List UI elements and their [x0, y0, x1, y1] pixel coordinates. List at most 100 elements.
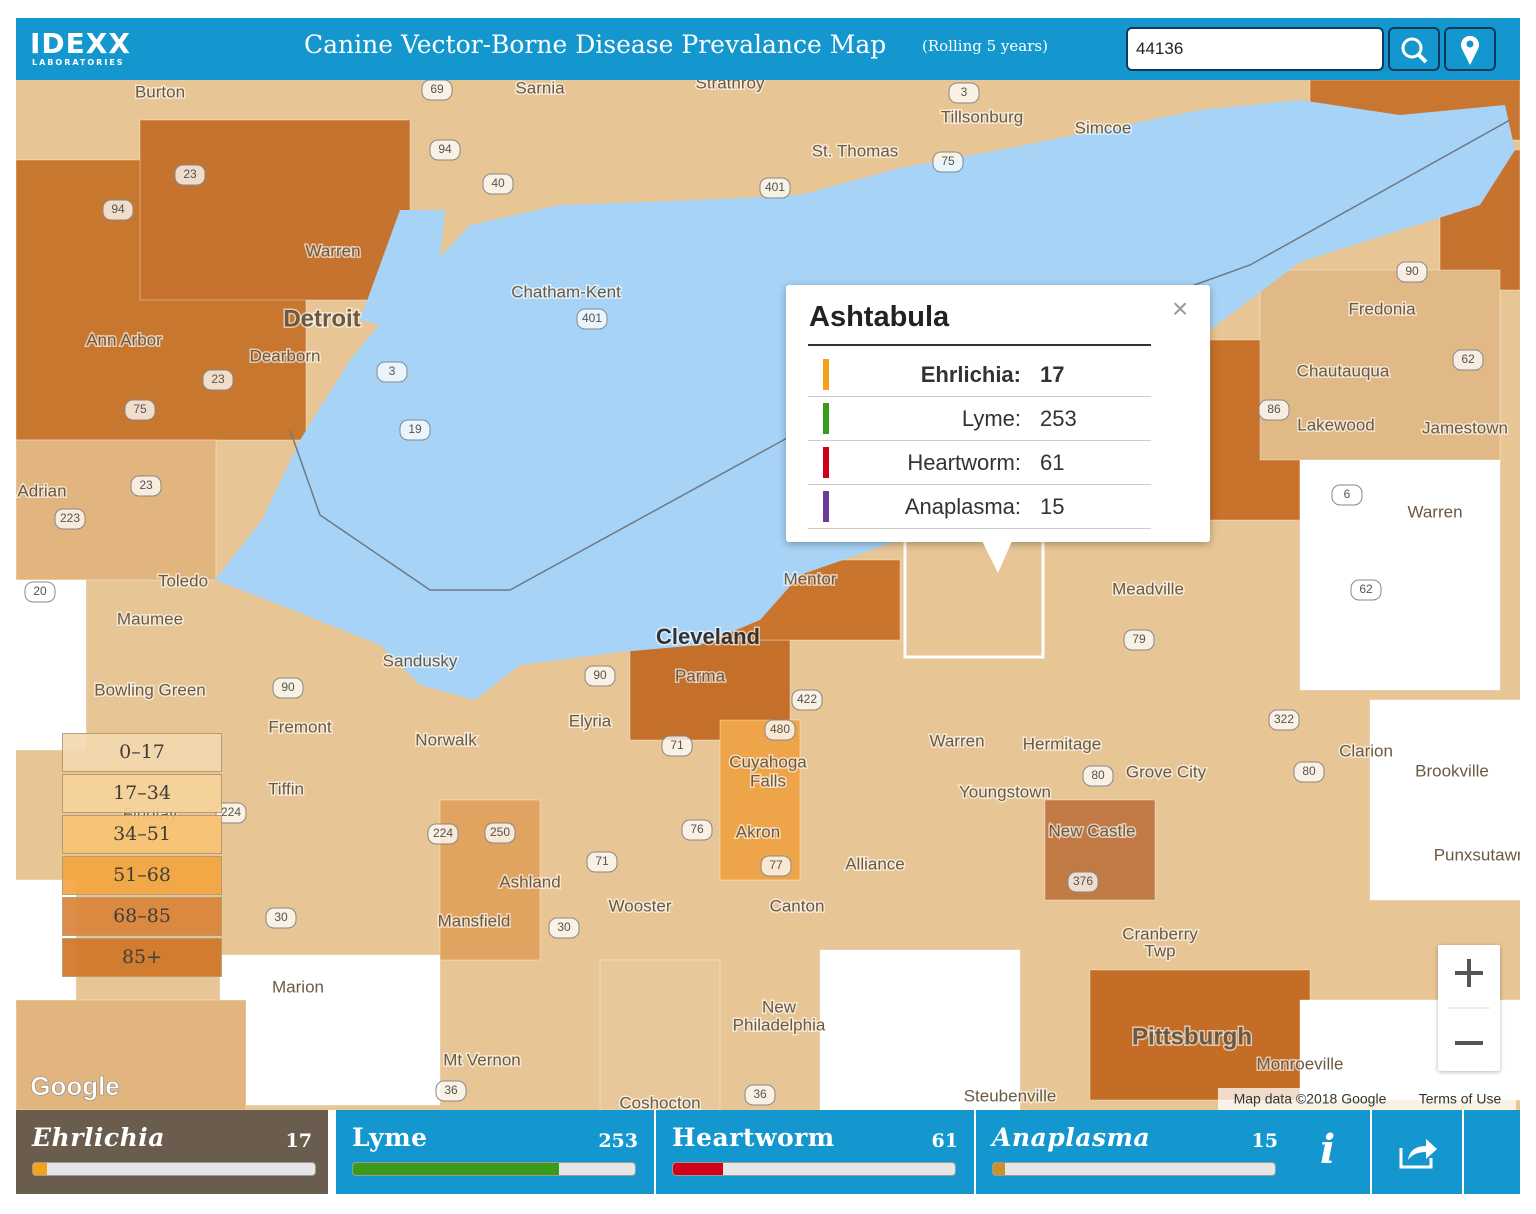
search-button[interactable]	[1388, 27, 1440, 71]
place-label: Fredonia	[1348, 299, 1416, 318]
legend-item: 34–51	[62, 815, 222, 854]
tab-name: Lyme	[352, 1123, 428, 1152]
zoom-control	[1438, 945, 1500, 1071]
popup-close[interactable]: ×	[1172, 293, 1189, 324]
road-shield	[681, 819, 713, 841]
tab-track	[672, 1162, 956, 1176]
zoom-in[interactable]	[1455, 959, 1483, 987]
place-label: Cuyahoga	[729, 752, 807, 771]
locate-button[interactable]	[1444, 27, 1496, 71]
road-number: 90	[593, 668, 607, 682]
place-label: Adrian	[17, 481, 66, 500]
road-number: 62	[1359, 582, 1373, 596]
subtitle: (Rolling 5 years)	[922, 37, 1048, 55]
legend-item: 51–68	[62, 856, 222, 895]
road-shield	[1082, 765, 1114, 787]
road-shield	[54, 508, 86, 530]
tab-value: 253	[598, 1130, 638, 1152]
info-icon: i	[1320, 1126, 1336, 1173]
search-input[interactable]: 44136	[1126, 27, 1384, 71]
disease-tab[interactable]: Ehrlichia 17	[16, 1110, 328, 1194]
road-shield	[435, 1080, 467, 1102]
road-number: 3	[389, 364, 396, 378]
disease-tab[interactable]: Heartworm 61	[656, 1110, 974, 1194]
road-shield	[584, 665, 616, 687]
legend: 0–17 17–34 34–51 51–68 68–85 85+	[62, 733, 222, 979]
place-label: Burton	[135, 82, 185, 101]
legend-item: 68–85	[62, 897, 222, 936]
disease-tab[interactable]: Lyme 253	[336, 1110, 654, 1194]
row-value: 15	[1040, 494, 1065, 519]
road-shield	[1331, 484, 1363, 506]
border-line	[289, 119, 1511, 591]
road-number: 40	[491, 176, 505, 190]
place-label: Brookville	[1415, 761, 1489, 780]
road-shield	[1452, 349, 1484, 371]
popup: Ashtabula × Ehrlichia: 17 Lyme: 253 Heartwor…	[786, 285, 1210, 573]
legend-item: 17–34	[62, 774, 222, 813]
row-swatch	[823, 491, 829, 522]
place-label: Falls	[750, 771, 786, 790]
road-shield	[24, 581, 56, 603]
pin-icon	[1461, 35, 1479, 65]
place-label: Coshocton	[619, 1093, 700, 1110]
tab-bar	[353, 1163, 560, 1175]
map[interactable]: Burton Sarnia Strathroy Tillsonburg Simcoe St…	[16, 80, 1520, 1110]
place-label: Philadelphia	[733, 1015, 826, 1034]
road-shield	[764, 719, 796, 741]
place-label: Toledo	[158, 571, 208, 590]
place-label: Ashland	[499, 872, 560, 891]
place-label: Punxsutawn	[1434, 845, 1520, 864]
header: IDEXX LABORATORIES Canine Vector-Borne D…	[16, 18, 1520, 80]
row-label: Lyme:	[961, 406, 1021, 431]
popup-row: Heartworm: 61	[808, 441, 1151, 485]
road-number: 36	[444, 1083, 458, 1097]
road-number: 20	[33, 584, 47, 598]
attribution-bg	[1218, 1088, 1516, 1110]
terms-link[interactable]: Terms of Use	[1419, 1091, 1502, 1107]
tab-track	[32, 1162, 316, 1176]
zoom-icons	[1448, 959, 1490, 1045]
row-label: Ehrlichia:	[920, 362, 1021, 387]
road-number: 250	[490, 825, 510, 839]
popup-title: Ashtabula	[809, 301, 950, 333]
road-number: 62	[1461, 352, 1475, 366]
place-label: Sarnia	[515, 80, 565, 97]
place-label: Dearborn	[250, 346, 321, 365]
tab-track	[992, 1162, 1276, 1176]
tab-track	[352, 1162, 636, 1176]
road-number: 23	[139, 478, 153, 492]
place-label: Steubenville	[964, 1086, 1057, 1105]
row-value: 61	[1040, 450, 1065, 475]
road-shield	[130, 475, 162, 497]
road-number: 94	[438, 142, 452, 156]
place-label: Mentor	[784, 569, 837, 588]
place-label: Chatham-Kent	[511, 282, 621, 301]
place-label: Warren	[305, 241, 360, 260]
tab-value: 15	[1251, 1130, 1278, 1152]
google-logo: Google	[30, 1071, 120, 1101]
share-tab[interactable]	[1372, 1110, 1462, 1194]
place-label: Monroeville	[1257, 1054, 1344, 1073]
row-swatch	[823, 403, 829, 434]
place-label: Simcoe	[1075, 118, 1132, 137]
place-label: Akron	[736, 822, 780, 841]
road-number: 90	[1405, 264, 1419, 278]
road-shield	[272, 677, 304, 699]
road-number: 480	[770, 722, 790, 736]
share-icon	[1399, 1139, 1437, 1169]
road-number: 94	[111, 202, 125, 216]
road-number: 76	[690, 822, 704, 836]
place-label: Marion	[272, 977, 324, 996]
road-shield	[1123, 629, 1155, 651]
place-label: Pittsburgh	[1132, 1023, 1252, 1050]
road-number: 71	[670, 738, 684, 752]
road-number: 401	[582, 311, 602, 325]
place-label: Chautauqua	[1297, 361, 1390, 380]
disease-tab[interactable]: Anaplasma 15	[976, 1110, 1294, 1194]
info-tab[interactable]: i	[1290, 1110, 1370, 1194]
place-label: Maumee	[117, 609, 183, 628]
road-number: 23	[183, 167, 197, 181]
row-label: Anaplasma:	[904, 494, 1021, 519]
road-shield	[948, 82, 980, 104]
